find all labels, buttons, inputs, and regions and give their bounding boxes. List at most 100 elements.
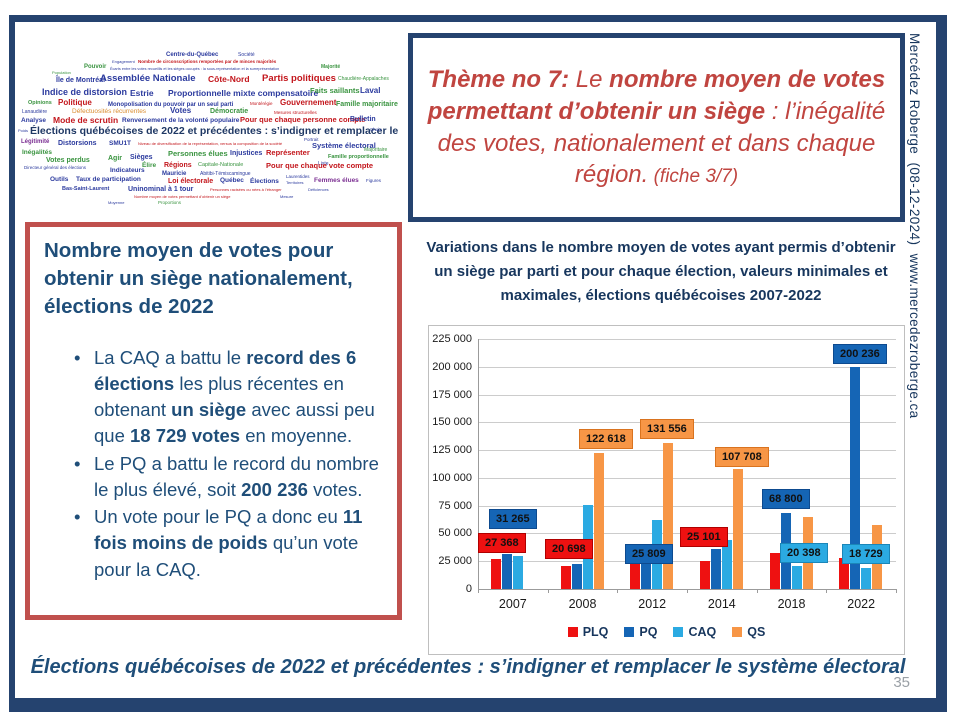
gridline bbox=[478, 561, 896, 563]
word-cloud-term: Pouvoir bbox=[84, 64, 107, 70]
text-segment: La CAQ a battu le bbox=[94, 346, 247, 368]
gridline bbox=[478, 450, 896, 452]
bar-PLQ-2012 bbox=[630, 558, 641, 589]
bar-value-label: 68 800 bbox=[762, 489, 810, 509]
x-axis-tick bbox=[547, 589, 549, 593]
bar-value-label: 200 236 bbox=[833, 344, 887, 364]
word-cloud-term: Moyenne bbox=[108, 200, 125, 205]
word-cloud-term: Capitale-Nationale bbox=[198, 162, 244, 168]
text-segment: qu’un vote pour la CAQ. bbox=[94, 532, 359, 580]
word-cloud-term: Outils bbox=[50, 176, 69, 183]
bar-value-label: 25 101 bbox=[680, 527, 728, 547]
gridline bbox=[478, 477, 896, 479]
word-cloud-term: Assemblée Nationale bbox=[100, 73, 196, 84]
word-cloud-term: Centre-du-Québec bbox=[166, 52, 219, 58]
word-cloud-term: Partis politiques bbox=[262, 73, 336, 84]
word-cloud-term: Nombre moyen de votes permettant d’obten… bbox=[134, 194, 231, 199]
word-cloud-term: Politique bbox=[58, 98, 92, 107]
word-cloud-term: Faits saillants bbox=[310, 86, 360, 95]
bar-PQ-2008 bbox=[571, 564, 582, 589]
y-axis bbox=[478, 339, 479, 589]
word-cloud-term: Abitibi-Témiscamingue bbox=[200, 171, 251, 177]
word-cloud: Centre-du-Québec Société Engagement Nombre … bbox=[16, 50, 400, 214]
gridline bbox=[478, 339, 896, 340]
summary-box: Nombre moyen de votes pour obtenir un si… bbox=[25, 222, 402, 620]
word-cloud-term: Figures bbox=[366, 178, 382, 183]
text-segment: Le PQ a battu le record du nombre le plu… bbox=[94, 452, 379, 500]
word-cloud-term: Élections bbox=[250, 178, 279, 185]
y-axis-tick-label: 225 000 bbox=[432, 333, 472, 345]
y-axis-tick-label: 25 000 bbox=[438, 555, 472, 568]
x-axis-tick bbox=[756, 589, 758, 593]
word-cloud-term: Poids bbox=[18, 128, 29, 133]
word-cloud-term: Monopolisation du pouvoir par un seul pa… bbox=[108, 102, 234, 108]
word-cloud-term: Mesure bbox=[280, 194, 294, 199]
bullet-icon: • bbox=[74, 346, 81, 368]
word-cloud-term: Liste bbox=[318, 161, 329, 167]
word-cloud-term: Québec bbox=[220, 177, 244, 184]
text-segment: avec aussi peu que bbox=[94, 399, 375, 447]
x-axis-category-label: 2014 bbox=[707, 597, 736, 611]
legend-swatch-icon bbox=[567, 627, 578, 637]
gridline bbox=[478, 366, 896, 368]
word-cloud-term: Chaudière-Appalaches bbox=[338, 76, 389, 82]
y-axis-tick-label: 100 000 bbox=[432, 471, 472, 484]
text-segment: Thème no 7: bbox=[427, 65, 576, 93]
text-segment: votes. bbox=[307, 478, 363, 500]
text-segment: : l’inégalité des votes, nationalement e… bbox=[437, 97, 886, 189]
bar-PLQ-2014 bbox=[699, 561, 710, 589]
bar-value-label: 18 729 bbox=[842, 544, 890, 564]
y-axis-tick-label: 175 000 bbox=[432, 388, 472, 401]
word-cloud-term: Votes perdus bbox=[46, 157, 90, 164]
bar-value-label: 122 618 bbox=[579, 429, 633, 449]
x-axis-tick bbox=[896, 589, 897, 593]
bar-CAQ-2014 bbox=[721, 539, 732, 589]
bar-value-label: 31 265 bbox=[489, 509, 537, 529]
word-cloud-term: Portrait bbox=[304, 137, 319, 142]
x-axis-tick bbox=[617, 589, 619, 593]
bar-QS-2014 bbox=[732, 469, 743, 589]
bar-PQ-2012 bbox=[641, 560, 652, 589]
word-cloud-term: Nombre de circonscriptions remportées pa… bbox=[138, 59, 277, 64]
x-axis-category-label: 2007 bbox=[498, 597, 527, 611]
legend-label: PLQ bbox=[582, 625, 609, 639]
word-cloud-term: Territoires bbox=[286, 180, 304, 185]
author-credit: Mercédez Roberge (08-12-2024) www.merced… bbox=[907, 33, 922, 419]
bar-value-label: 131 556 bbox=[640, 419, 694, 439]
text-segment: 18 729 votes bbox=[130, 425, 241, 447]
bar-PQ-2022 bbox=[850, 366, 861, 589]
summary-bullet: • La CAQ a battu le record des 6 élection… bbox=[74, 345, 387, 450]
legend-item-CAQ: CAQ bbox=[673, 625, 716, 639]
word-cloud-term: Élire bbox=[142, 162, 157, 169]
bar-CAQ-2007 bbox=[512, 555, 523, 589]
word-cloud-term: Indice de distorsion bbox=[42, 87, 128, 97]
word-cloud-term: Choix bbox=[370, 127, 382, 132]
text-segment: un siège bbox=[171, 399, 247, 421]
bar-PLQ-2018 bbox=[769, 553, 780, 589]
word-cloud-term: Inégalités bbox=[22, 149, 52, 156]
legend-label: CAQ bbox=[688, 625, 717, 639]
word-cloud-term: Défectuosités récurrentes bbox=[72, 108, 147, 115]
word-cloud-term: Écarts entre les votes recueillis et les… bbox=[110, 67, 280, 71]
word-cloud-term: Population bbox=[52, 70, 71, 75]
text-segment: les plus récentes en obtenant bbox=[94, 372, 344, 421]
y-axis-tick-label: 50 000 bbox=[438, 527, 472, 540]
word-cloud-term: Mauricie bbox=[162, 171, 187, 177]
word-cloud-term: SMU1T bbox=[109, 140, 132, 147]
y-axis-tick-label: 150 000 bbox=[432, 416, 472, 429]
word-cloud-term: Personnes racisées ou nées à l’étranger bbox=[210, 187, 282, 192]
page-number: 35 bbox=[893, 674, 910, 691]
text-segment: record des 6 élections bbox=[94, 346, 357, 394]
word-cloud-term: Directeur général des élections bbox=[24, 165, 87, 170]
word-cloud-term: Estrie bbox=[130, 88, 154, 98]
word-cloud-term: Société bbox=[238, 52, 255, 58]
bar-value-label: 27 368 bbox=[478, 533, 526, 553]
bar-QS-2012 bbox=[663, 442, 674, 589]
word-cloud-term: Personnes élues bbox=[168, 149, 228, 158]
text-segment: 200 236 bbox=[241, 478, 308, 500]
bar-value-label: 107 708 bbox=[715, 447, 769, 467]
word-cloud-term: Famille majoritaire bbox=[336, 101, 398, 108]
word-cloud-term: Sièges bbox=[130, 154, 153, 161]
text-segment: nombre moyen de votes permettant d’obten… bbox=[427, 65, 886, 125]
summary-title: Nombre moyen de votes pour obtenir un si… bbox=[44, 239, 353, 318]
